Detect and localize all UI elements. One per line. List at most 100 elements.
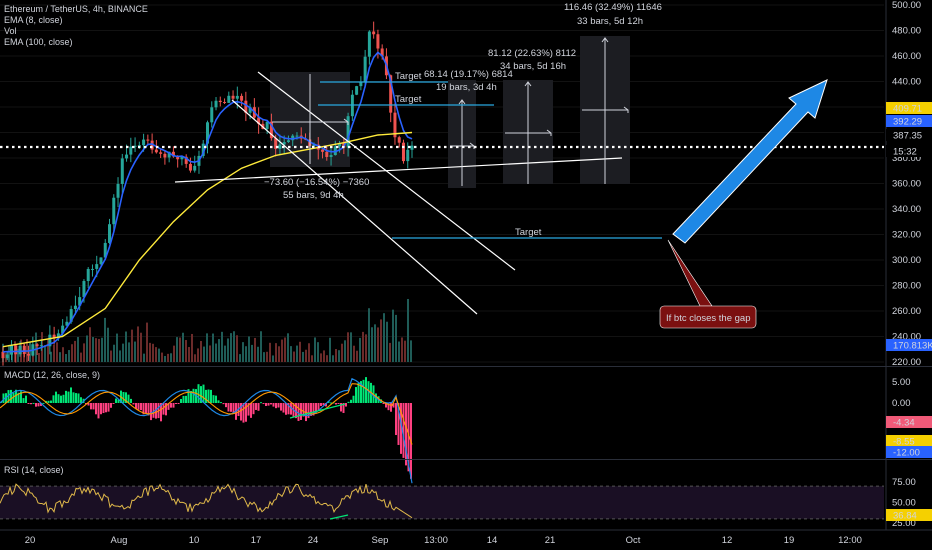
volume-legend[interactable]: Vol (4, 26, 17, 36)
macd-histogram-bar (105, 403, 107, 413)
macd-histogram-bar (215, 395, 217, 403)
price-tag-bg (886, 145, 932, 157)
macd-histogram-bar (107, 403, 110, 412)
volume-bar (248, 336, 250, 362)
volume-bar (356, 350, 358, 362)
pane-divider-macd[interactable] (0, 366, 932, 367)
volume-bar (314, 337, 316, 362)
price-tag-label: 170.813K (893, 341, 932, 352)
volume-bar (107, 327, 109, 362)
candle-body (35, 344, 39, 347)
macd-histogram-bar (240, 403, 242, 421)
rsi-tag-bg (886, 509, 932, 521)
volume-bar (365, 334, 367, 362)
volume-bar (326, 355, 328, 362)
candle-body (90, 268, 94, 270)
time-tick-label: Oct (626, 535, 641, 546)
candle-body (56, 333, 60, 339)
macd-histogram-bar (300, 403, 302, 420)
volume-bar (119, 350, 121, 362)
volume-bar (206, 333, 208, 362)
macd-histogram-bar (132, 403, 135, 405)
macd-tag-bg (886, 435, 932, 447)
time-axis-bg (0, 530, 932, 550)
price-tag-bg (886, 102, 932, 114)
channel-lower-line (231, 99, 478, 315)
measure-label-1b: 19 bars, 3d 4h (436, 82, 497, 93)
macd-histogram-bar (267, 403, 270, 406)
measure-label-1a: 68.14 (19.17%) 6814 (424, 69, 513, 80)
macd-histogram-bar (287, 403, 290, 415)
volume-bar (221, 331, 223, 362)
macd-histogram-bar (92, 403, 95, 410)
price-tag-bg (886, 115, 932, 127)
candle-body (188, 163, 192, 171)
price-tick-label: 500.00 (892, 0, 921, 11)
candle-body (65, 321, 69, 326)
ema8-legend[interactable]: EMA (8, close) (4, 15, 63, 25)
candle-body (393, 112, 397, 138)
measure-label-4b: 55 bars, 9d 4h (283, 190, 344, 201)
candle-body (137, 145, 141, 147)
price-tag-bg (886, 339, 932, 351)
volume-bar (98, 338, 100, 362)
measure-h-1-head (343, 118, 349, 125)
macd-divergence-line (289, 403, 346, 419)
candle-body (235, 95, 239, 99)
candle-body (265, 121, 269, 129)
macd-histogram-bar (385, 403, 387, 408)
macd-histogram-bar (75, 393, 77, 403)
volume-bar (113, 344, 115, 362)
candle-body (269, 121, 273, 139)
candle-body (14, 345, 18, 355)
rsi-tick-label: 75.00 (892, 477, 916, 488)
macd-histogram-bar (282, 403, 285, 413)
macd-histogram-bar (145, 403, 147, 414)
candle-body (248, 107, 252, 113)
macd-histogram-bar (2, 393, 5, 403)
volume-bar (284, 337, 286, 362)
rsi-legend[interactable]: RSI (14, close) (4, 465, 64, 475)
volume-bar (101, 337, 103, 362)
volume-bar (323, 350, 325, 362)
candle-body (154, 149, 158, 153)
macd-histogram-bar (362, 379, 365, 403)
macd-histogram-bar (112, 403, 115, 404)
volume-bar (176, 337, 178, 362)
macd-histogram-bar (85, 403, 87, 405)
candle-body (389, 75, 393, 113)
pane-divider-rsi[interactable] (0, 459, 932, 460)
candle-body (5, 354, 9, 359)
macd-histogram-bar (10, 389, 12, 403)
price-tag-label: 15:32 (893, 147, 917, 158)
candle-body (214, 100, 218, 108)
macd-histogram-bar (167, 403, 170, 410)
time-tick-label: 17 (251, 535, 262, 546)
volume-bar (293, 351, 295, 362)
volume-bar (389, 342, 391, 362)
macd-histogram-bar (70, 387, 72, 403)
macd-tag-bg (886, 416, 932, 428)
ema100-legend[interactable]: EMA (100, close) (4, 37, 73, 47)
target-label-2: Target (395, 94, 422, 105)
measure-label-3a: 116.46 (32.49%) 11646 (564, 2, 662, 13)
volume-bar (158, 348, 160, 362)
macd-histogram-bar (340, 403, 342, 412)
price-tick-label: 260.00 (892, 306, 921, 317)
macd-histogram-bar (102, 403, 105, 414)
measure-label-3b: 33 bars, 5d 12h (577, 16, 643, 27)
price-tick-label: 240.00 (892, 332, 921, 343)
volume-bar (371, 327, 373, 362)
candle-body (380, 48, 384, 57)
macd-histogram-bar (260, 402, 262, 404)
macd-legend[interactable]: MACD (12, 26, close, 9) (4, 370, 101, 380)
candle-body (1, 351, 5, 359)
macd-histogram-bar (270, 403, 272, 405)
volume-bar (83, 343, 85, 362)
price-tick-label: 320.00 (892, 230, 921, 241)
macd-histogram-bar (247, 403, 250, 416)
macd-histogram-bar (27, 403, 30, 404)
candle-body (274, 138, 278, 149)
price-tick-label: 440.00 (892, 77, 921, 88)
